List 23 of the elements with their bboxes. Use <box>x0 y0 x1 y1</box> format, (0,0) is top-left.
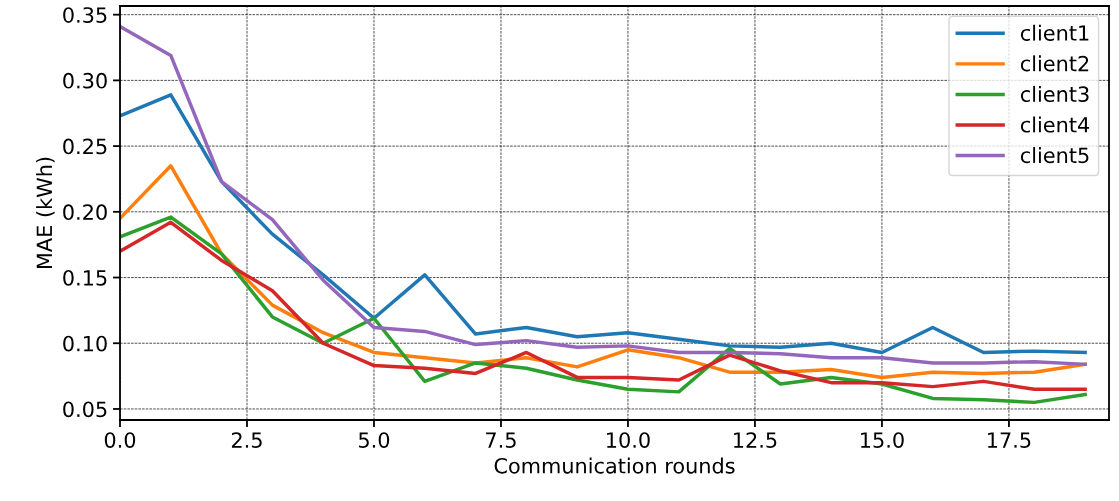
y-axis-title: MAE (kWh) <box>36 157 55 269</box>
x-tick-label: 10.0 <box>607 432 650 448</box>
x-axis-title: Communication rounds <box>494 457 735 474</box>
legend-label: client1 <box>1020 24 1089 41</box>
y-tick-label: 0.30 <box>63 72 107 89</box>
line-series <box>120 24 1087 367</box>
legend-label: client4 <box>1020 116 1090 133</box>
legend-label: client5 <box>1020 147 1089 164</box>
y-tick-label: 0.10 <box>63 335 107 352</box>
x-tick-label: 2.5 <box>231 432 262 448</box>
x-tick-label: 5.0 <box>359 432 390 448</box>
x-tick-label: 0.0 <box>104 432 136 448</box>
x-tick-label: 12.5 <box>734 432 777 448</box>
legend-label: client3 <box>1020 85 1089 103</box>
y-tick-label: 0.15 <box>63 269 107 286</box>
x-tick-label: 7.5 <box>486 432 516 448</box>
y-tick-label: 0.35 <box>63 7 107 23</box>
x-tick-label: 15.0 <box>861 432 904 448</box>
y-tick-label: 0.20 <box>63 204 107 221</box>
y-tick-label: 0.05 <box>63 401 107 418</box>
legend-label: client2 <box>1020 55 1089 72</box>
y-tick-label: 0.25 <box>63 138 107 155</box>
x-tick-label: 17.5 <box>988 432 1031 448</box>
